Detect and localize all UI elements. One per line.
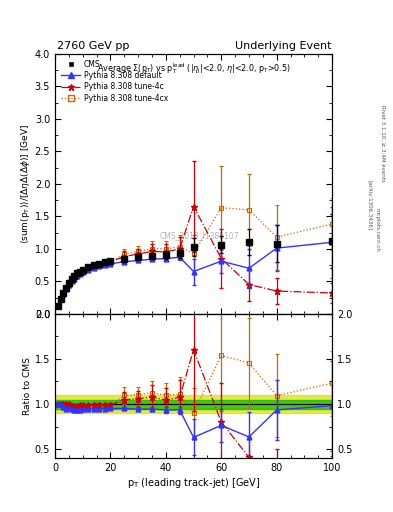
Text: [arXiv:1306.3436]: [arXiv:1306.3436] xyxy=(367,180,372,230)
Text: 2760 GeV pp: 2760 GeV pp xyxy=(57,41,129,51)
Text: CMS_2015_I1385107: CMS_2015_I1385107 xyxy=(159,231,239,240)
Text: Rivet 3.1.10, ≥ 3.4M events: Rivet 3.1.10, ≥ 3.4M events xyxy=(381,105,386,182)
Text: Underlying Event: Underlying Event xyxy=(235,41,331,51)
Text: mcplots.cern.ch: mcplots.cern.ch xyxy=(375,208,380,252)
Y-axis label: $\langle$sum(p$_\mathrm{T}$)$\rangle$/[$\Delta\eta\Delta(\Delta\phi)$] [GeV]: $\langle$sum(p$_\mathrm{T}$)$\rangle$/[$… xyxy=(19,124,32,244)
Bar xyxy=(55,399,332,409)
Legend: CMS, Pythia 8.308 default, Pythia 8.308 tune-4c, Pythia 8.308 tune-4cx: CMS, Pythia 8.308 default, Pythia 8.308 … xyxy=(59,57,171,105)
Bar xyxy=(55,395,332,413)
Text: Average $\Sigma$(p$_\mathrm{T}$) vs p$_\mathrm{T}^\mathrm{lead}$ ($|\eta_\mathrm: Average $\Sigma$(p$_\mathrm{T}$) vs p$_\… xyxy=(97,61,290,76)
X-axis label: p$_\mathrm{T}$ (leading track-jet) [GeV]: p$_\mathrm{T}$ (leading track-jet) [GeV] xyxy=(127,476,260,490)
Y-axis label: Ratio to CMS: Ratio to CMS xyxy=(23,357,32,415)
